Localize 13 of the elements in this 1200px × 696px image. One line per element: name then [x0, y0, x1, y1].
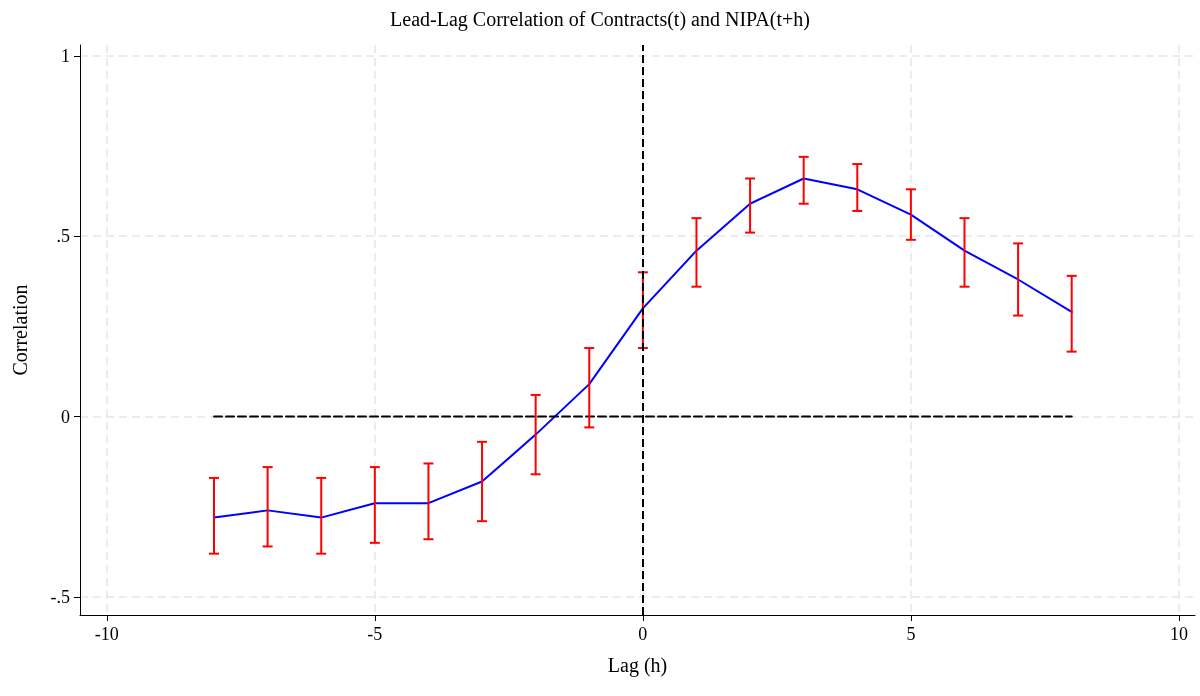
x-tick-label: 5	[906, 624, 916, 644]
x-tick-label: -10	[94, 624, 119, 644]
x-tick-label: 10	[1169, 624, 1188, 644]
y-tick-label: 0	[61, 406, 70, 427]
y-tick-label: 1	[61, 45, 70, 66]
y-axis-title: Correlation	[9, 284, 31, 376]
y-tick-label: -.5	[50, 586, 70, 607]
x-axis-title: Lag (h)	[607, 654, 668, 677]
x-tick-label: -5	[367, 624, 383, 644]
x-tick-label: 0	[638, 624, 648, 644]
y-tick-label: .5	[56, 226, 70, 247]
line-series	[213, 177, 1073, 519]
chart-title: Lead-Lag Correlation of Contracts(t) and NIPA(t+h)	[390, 8, 810, 31]
